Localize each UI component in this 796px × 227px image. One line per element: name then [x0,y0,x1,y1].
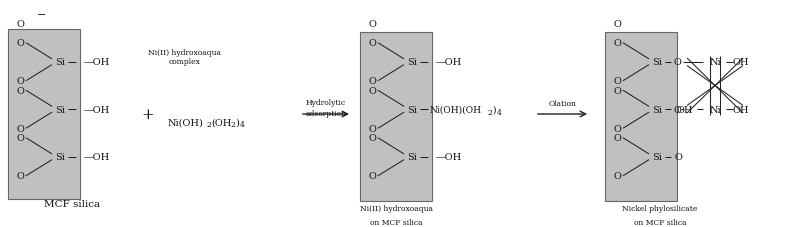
Text: O: O [613,134,621,143]
Text: O: O [613,39,621,48]
Text: O: O [368,77,376,86]
Text: O: O [368,124,376,133]
Text: —OH: —OH [84,105,111,114]
Text: complex: complex [169,57,201,66]
Text: 2: 2 [487,109,492,117]
Text: Si: Si [407,153,417,162]
Text: —OH: —OH [84,153,111,162]
Text: —OH: —OH [436,153,462,162]
Text: Si: Si [55,105,65,114]
Text: +: + [142,108,154,121]
Text: Olation: Olation [549,99,577,107]
Text: (OH: (OH [211,118,232,127]
Text: Nickel phylosilicate: Nickel phylosilicate [622,204,697,212]
Text: Si: Si [55,153,65,162]
Text: —OH: —OH [84,58,111,67]
Text: MCF silica: MCF silica [44,199,100,208]
Text: on MCF silica: on MCF silica [369,218,423,226]
Text: Ni: Ni [709,58,721,67]
Text: O: O [16,124,24,133]
Text: Si: Si [407,58,417,67]
Text: O: O [368,86,376,95]
Text: O: O [16,86,24,95]
Text: Si: Si [652,58,662,67]
Text: O: O [673,58,681,67]
Text: ): ) [235,118,239,127]
Text: Hydrolytic: Hydrolytic [306,98,346,106]
Text: 4: 4 [240,121,245,129]
Text: OH: OH [677,105,693,114]
Text: O: O [613,86,621,95]
Text: Si: Si [55,58,65,67]
Text: ): ) [492,105,495,114]
Text: Si: Si [652,153,662,162]
Text: O: O [613,77,621,86]
Text: O: O [16,20,24,29]
Text: O: O [16,39,24,48]
Text: O: O [674,153,682,162]
Text: Ni(OH)(OH: Ni(OH)(OH [430,105,482,114]
Text: Ni(OH): Ni(OH) [168,118,204,127]
Text: OH: OH [733,105,749,114]
Bar [360,33,432,202]
Text: Ni(II) hydroxoaqua: Ni(II) hydroxoaqua [149,49,221,57]
Text: adsorption: adsorption [306,110,346,118]
Text: O: O [16,134,24,143]
Text: 2: 2 [206,121,211,129]
Text: O: O [673,105,681,114]
Text: OH: OH [733,58,749,67]
Text: Ni: Ni [709,105,721,114]
Bar [8,30,80,199]
Text: O: O [613,124,621,133]
Text: 2: 2 [230,121,235,129]
Text: O: O [368,172,376,180]
Bar [605,33,677,202]
Text: O: O [16,172,24,180]
Text: O: O [368,39,376,48]
Text: —OH: —OH [436,58,462,67]
Text: Si: Si [652,105,662,114]
Text: O: O [613,20,621,29]
Text: on MCF silica: on MCF silica [634,218,686,226]
Text: −: − [37,10,47,20]
Text: O: O [16,77,24,86]
Text: Ni(II) hydroxoaqua: Ni(II) hydroxoaqua [360,204,432,212]
Text: O: O [613,172,621,180]
Text: O: O [368,134,376,143]
Text: 4: 4 [497,109,501,117]
Text: O: O [368,20,376,29]
Text: Si: Si [407,105,417,114]
